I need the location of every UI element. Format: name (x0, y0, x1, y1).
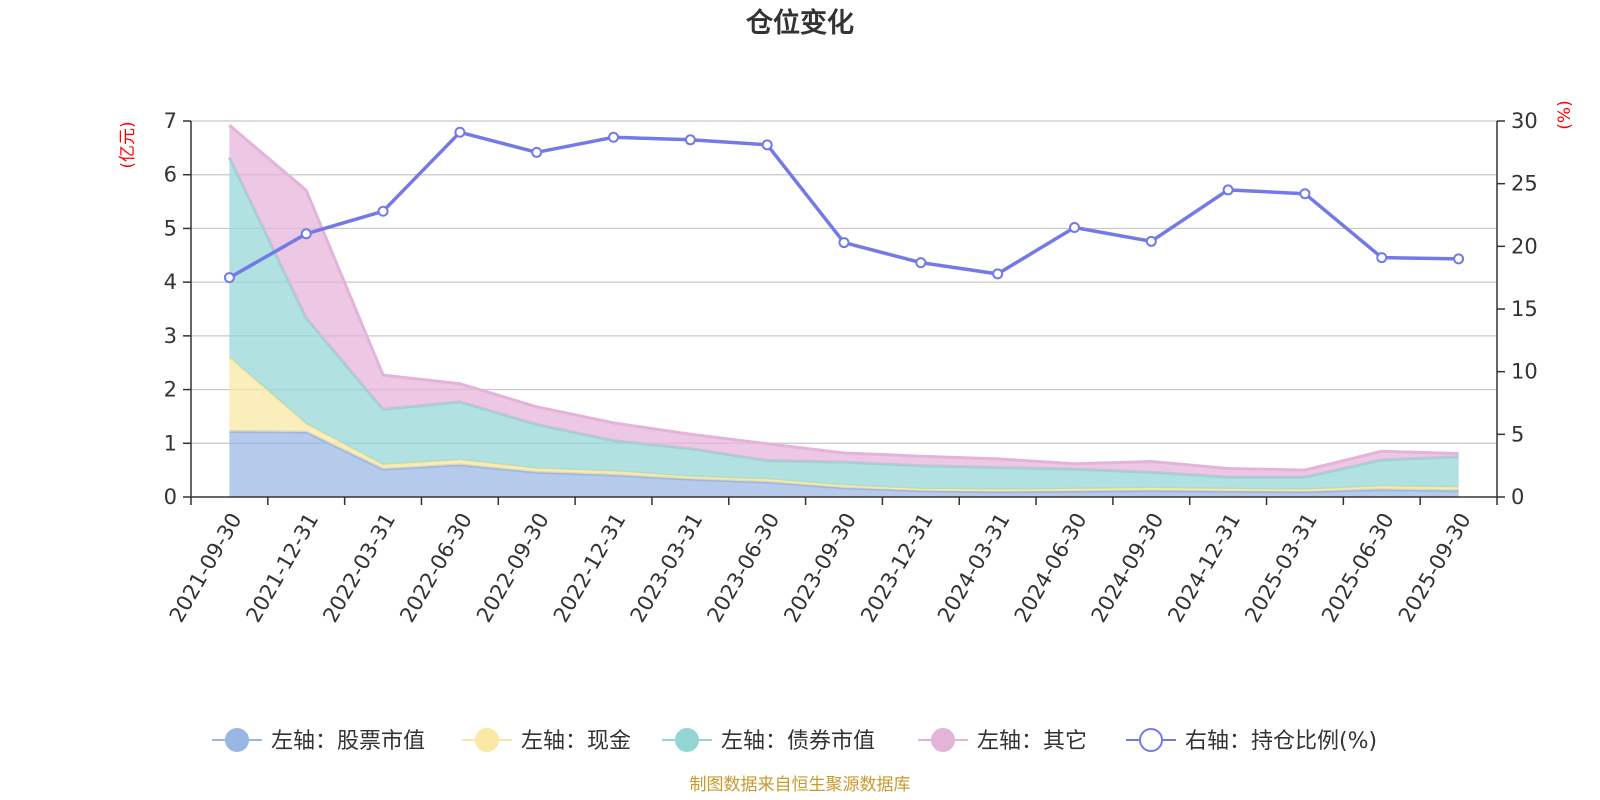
data-source: 制图数据来自恒生聚源数据库 (690, 775, 911, 795)
ratio-point (300, 228, 312, 240)
left-tick-label: 4 (164, 270, 177, 294)
ratio-point (1068, 222, 1080, 234)
ratio-point (1145, 235, 1157, 247)
area-edge-series-4 (228, 124, 1459, 472)
x-tick-label: 2022-12-31 (549, 509, 631, 627)
left-tick-label: 3 (164, 324, 177, 348)
right-tick-label: 30 (1511, 109, 1538, 133)
x-tick-label: 2021-12-31 (241, 509, 323, 627)
legend: 左轴：股票市值 左轴：现金 左轴：债券市值 左轴：其它 右轴：持仓比例(%) (212, 728, 1377, 754)
right-axis-unit: (%) (1555, 100, 1575, 129)
right-tick-label: 15 (1511, 297, 1538, 321)
legend-label: 右轴：持仓比例(%) (1185, 729, 1377, 754)
ratio-point (531, 146, 543, 158)
x-tick-label: 2024-09-30 (1087, 509, 1169, 627)
left-tick-label: 7 (164, 109, 177, 133)
legend-marker (931, 728, 955, 752)
ratio-point (1299, 188, 1311, 200)
left-tick-label: 5 (164, 216, 177, 240)
left-tick-label: 0 (164, 485, 177, 509)
x-tick-label: 2025-06-30 (1317, 509, 1399, 627)
x-tick-label: 2024-03-31 (933, 509, 1015, 627)
ratio-point (684, 134, 696, 146)
x-tick-label: 2023-09-30 (779, 509, 861, 627)
x-tick-label: 2024-06-30 (1010, 509, 1092, 627)
right-tick-label: 20 (1511, 234, 1538, 258)
x-tick-label: 2022-09-30 (472, 509, 554, 627)
area-series-3 (229, 157, 1459, 490)
legend-marker (675, 728, 699, 752)
ratio-point (454, 126, 466, 138)
left-tick-label: 1 (164, 431, 177, 455)
ratio-point (1453, 253, 1465, 265)
chart-title: 仓位变化 (745, 7, 854, 39)
ratio-point (992, 268, 1004, 280)
legend-marker (1139, 728, 1163, 752)
ratio-point (1222, 184, 1234, 196)
legend-label: 左轴：其它 (977, 729, 1087, 754)
ratio-point (377, 205, 389, 217)
right-tick-label: 0 (1511, 485, 1524, 509)
legend-label: 左轴：现金 (521, 729, 631, 754)
ratio-line-path (228, 130, 1459, 280)
legend-label: 左轴：债券市值 (721, 729, 875, 754)
left-tick-label: 2 (164, 378, 177, 402)
legend-marker (475, 728, 499, 752)
x-tick-label: 2024-12-31 (1163, 509, 1245, 627)
right-tick-label: 10 (1511, 360, 1538, 384)
ratio-point (915, 257, 927, 269)
ratio-line (223, 126, 1465, 284)
x-tick-label: 2025-03-31 (1240, 509, 1322, 627)
ratio-point (761, 139, 773, 151)
x-tick-label: 2023-03-31 (626, 509, 708, 627)
x-tick-label: 2021-09-30 (165, 509, 247, 627)
x-tick-label: 2023-06-30 (702, 509, 784, 627)
area-series-1 (229, 431, 1459, 497)
ratio-point (223, 272, 235, 284)
legend-marker (225, 728, 249, 752)
x-tick-label: 2023-12-31 (856, 509, 938, 627)
ratio-point (608, 131, 620, 143)
x-tick-label: 2022-06-30 (395, 509, 477, 627)
ratio-point (838, 237, 850, 249)
legend-label: 左轴：股票市值 (271, 729, 425, 754)
left-axis-unit: (亿元) (118, 121, 138, 168)
stacked-areas (228, 124, 1459, 497)
x-tick-label: 2022-03-31 (318, 509, 400, 627)
right-tick-label: 25 (1511, 172, 1538, 196)
left-tick-label: 6 (164, 163, 177, 187)
right-tick-label: 5 (1511, 422, 1524, 446)
x-tick-label: 2025-09-30 (1394, 509, 1476, 627)
ratio-point (1376, 252, 1388, 264)
